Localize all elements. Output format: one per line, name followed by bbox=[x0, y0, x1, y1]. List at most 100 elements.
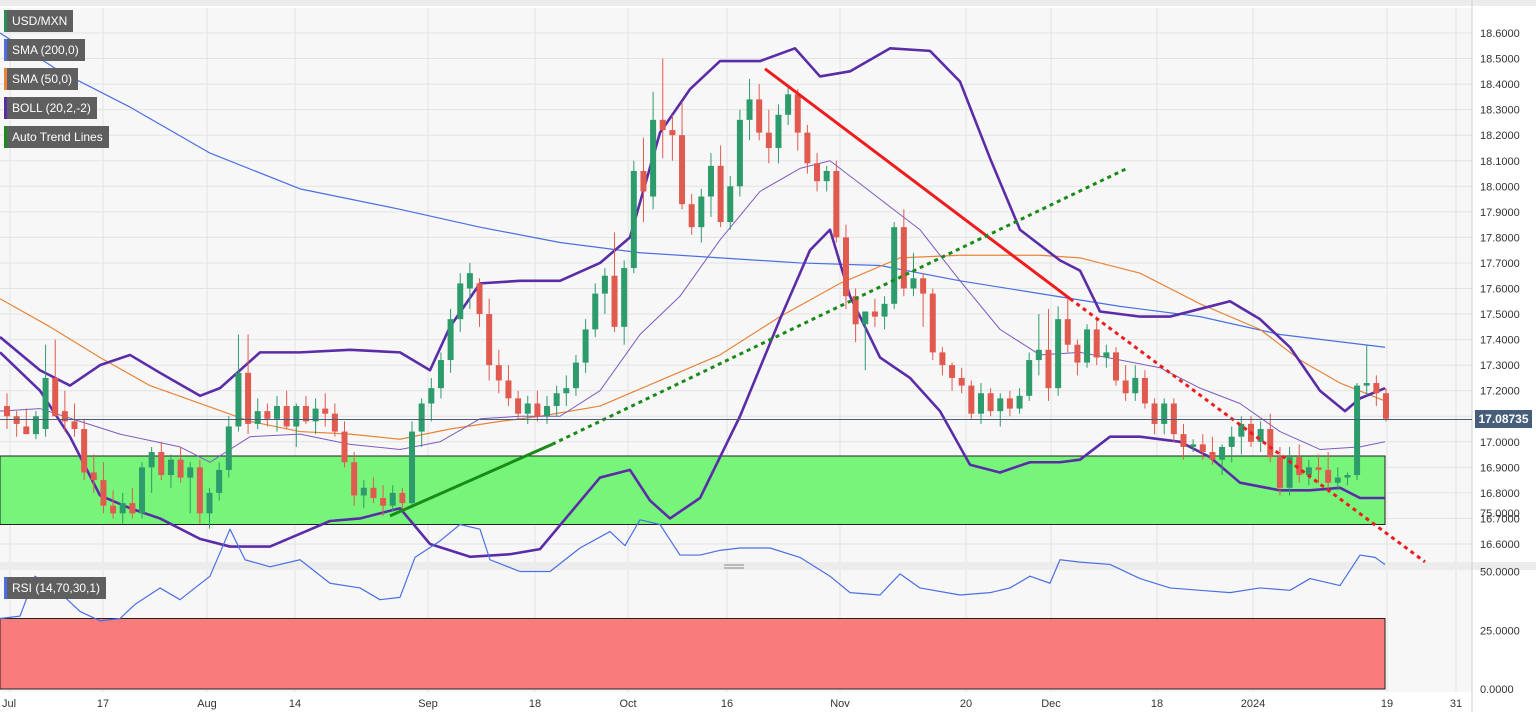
candle-body bbox=[650, 119, 657, 197]
candle-body bbox=[939, 352, 946, 366]
legend-rsi[interactable]: RSI (14,70,30,1) bbox=[4, 577, 107, 599]
candle-body bbox=[1354, 385, 1361, 476]
legend-swatch bbox=[4, 577, 7, 599]
date-tick-label: Sep bbox=[418, 698, 438, 710]
rsi-overbought-zone bbox=[0, 455, 1386, 525]
candle-body bbox=[476, 283, 483, 315]
candle-body bbox=[910, 278, 917, 289]
candle-body bbox=[283, 406, 290, 427]
candle-body bbox=[949, 365, 956, 378]
candle-body bbox=[621, 268, 628, 327]
candle-body bbox=[862, 311, 869, 325]
candle-body bbox=[891, 227, 898, 304]
candle-body bbox=[1315, 467, 1322, 470]
candle-body bbox=[1267, 429, 1274, 458]
candle-body bbox=[1257, 429, 1264, 442]
rsi-oversold-zone bbox=[0, 618, 1386, 690]
candle-body bbox=[486, 314, 493, 366]
legend-boll[interactable]: BOLL (20,2,-2) bbox=[4, 97, 97, 119]
candle-body bbox=[582, 329, 589, 363]
candle-body bbox=[264, 411, 271, 419]
legend-trend[interactable]: Auto Trend Lines bbox=[4, 126, 109, 148]
date-tick-label: 31 bbox=[1450, 698, 1462, 710]
candle-body bbox=[746, 99, 753, 120]
date-tick-label: 17 bbox=[97, 698, 109, 710]
price-tick-label: 17.0000 bbox=[1480, 437, 1520, 449]
candle-body bbox=[592, 293, 599, 330]
price-tick-label: 17.5000 bbox=[1480, 309, 1520, 321]
candle-body bbox=[524, 403, 531, 414]
candle-body bbox=[322, 408, 329, 414]
date-tick-label: Jul bbox=[2, 698, 16, 710]
candle-body bbox=[4, 406, 10, 417]
legend-sma200[interactable]: SMA (200,0) bbox=[4, 39, 85, 61]
price-tick-label: 17.9000 bbox=[1480, 207, 1520, 219]
price-tick-label: 16.8000 bbox=[1480, 488, 1520, 500]
date-tick-label: Oct bbox=[619, 698, 636, 710]
date-tick-label: 18 bbox=[1151, 698, 1163, 710]
legend-boll-label: BOLL (20,2,-2) bbox=[12, 101, 91, 115]
candle-body bbox=[1325, 469, 1332, 483]
candle-body bbox=[225, 426, 232, 470]
legend-sma50-label: SMA (50,0) bbox=[12, 72, 73, 86]
date-tick-label: Nov bbox=[830, 698, 850, 710]
candle-body bbox=[553, 393, 560, 407]
candle-body bbox=[418, 403, 425, 432]
price-tick-label: 17.7000 bbox=[1480, 258, 1520, 270]
candle-body bbox=[544, 406, 551, 417]
candle-body bbox=[42, 377, 49, 430]
candle-body bbox=[32, 416, 39, 435]
price-tick-label: 18.1000 bbox=[1480, 156, 1520, 168]
price-tick-label: 16.9000 bbox=[1480, 462, 1520, 474]
price-tick-label: 18.4000 bbox=[1480, 79, 1520, 91]
candle-body bbox=[707, 165, 714, 197]
candle-body bbox=[727, 186, 734, 223]
candle-body bbox=[1180, 434, 1187, 447]
candle-body bbox=[13, 416, 20, 424]
candle-body bbox=[1170, 403, 1177, 435]
legend-symbol[interactable]: USD/MXN bbox=[4, 10, 74, 32]
trend-line-green-dotted bbox=[551, 167, 1128, 446]
candle-body bbox=[515, 398, 522, 414]
candle-body bbox=[399, 492, 406, 504]
price-tick-label: 18.0000 bbox=[1480, 181, 1520, 193]
candle-body bbox=[341, 431, 348, 463]
candle-body bbox=[1093, 329, 1100, 358]
legend-sma200-label: SMA (200,0) bbox=[12, 43, 79, 57]
date-tick-label: 18 bbox=[529, 698, 541, 710]
candle-body bbox=[1219, 446, 1226, 460]
candle-body bbox=[457, 283, 464, 320]
candle-body bbox=[968, 385, 975, 414]
candle-body bbox=[823, 170, 830, 182]
candle-body bbox=[669, 130, 676, 136]
sma200-line bbox=[0, 32, 1386, 348]
date-tick-label: 19 bbox=[1381, 698, 1393, 710]
rsi-tick-label: 75.0000 bbox=[1480, 508, 1520, 520]
candle-body bbox=[119, 503, 126, 514]
candle-body bbox=[1103, 352, 1110, 358]
candle-body bbox=[428, 388, 435, 404]
price-tick-label: 18.5000 bbox=[1480, 54, 1520, 66]
price-tick-label: 17.8000 bbox=[1480, 232, 1520, 244]
candle-body bbox=[1122, 380, 1129, 394]
candle-body bbox=[833, 170, 840, 238]
candle-body bbox=[302, 406, 309, 422]
candle-body bbox=[881, 303, 888, 317]
price-tick-label: 17.2000 bbox=[1480, 386, 1520, 398]
candle-body bbox=[447, 319, 454, 361]
legend-sma50[interactable]: SMA (50,0) bbox=[4, 68, 79, 90]
candle-body bbox=[563, 388, 570, 394]
candle-body bbox=[1161, 403, 1168, 424]
legend-symbol-label: USD/MXN bbox=[12, 14, 68, 28]
last-price-tag: 17.08735 bbox=[1475, 410, 1532, 429]
candle-body bbox=[717, 165, 724, 223]
candle-body bbox=[1305, 467, 1312, 476]
pane-splitter bbox=[0, 562, 1536, 570]
candle-body bbox=[997, 398, 1004, 412]
price-tick-label: 16.7000 bbox=[1480, 513, 1520, 525]
candle-body bbox=[52, 377, 59, 417]
top-strip bbox=[0, 0, 1536, 6]
candle-body bbox=[235, 372, 242, 427]
candle-body bbox=[1286, 457, 1293, 488]
